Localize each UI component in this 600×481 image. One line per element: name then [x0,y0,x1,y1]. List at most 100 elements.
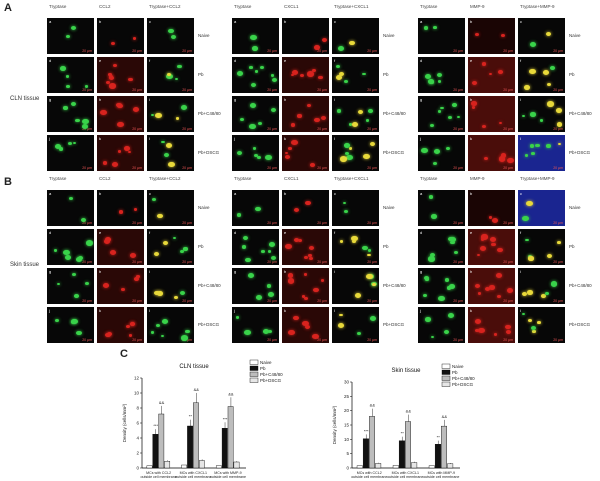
cell-marker [365,118,370,122]
cell-marker [293,208,299,212]
cell-marker [522,114,526,118]
cell-marker [367,109,373,114]
cell-marker [446,286,452,290]
cell-marker [287,278,295,284]
significance-mark: *** [364,428,369,433]
micrograph-tile: l 20 µm [518,307,565,343]
scale-bar: 20 µm [267,127,277,131]
scale-bar: 20 µm [82,338,92,342]
cell-marker [108,72,112,76]
cell-marker [351,239,357,244]
cell-marker [68,141,73,145]
cell-marker [308,256,313,260]
cell-marker [118,210,124,214]
bar [434,444,441,469]
bar [152,434,159,469]
cell-marker [86,240,94,246]
cell-marker [474,32,480,37]
cell-marker [337,323,345,329]
cell-marker [256,295,263,301]
micrograph-tile: f 20 µm [147,229,194,265]
group-label: Pb+C48/80 [569,283,592,288]
significance-mark: *** [223,416,228,421]
cell-marker [250,103,257,109]
legend-label: Naive [260,360,272,365]
cell-marker [162,241,169,246]
micrograph-tile: k 20 µm [97,135,144,171]
scale-bar: 20 µm [453,221,463,225]
subpanel-letter: e [470,58,473,63]
micrograph-tile: f 20 µm [518,57,565,93]
cell-marker [81,118,89,125]
group-label: Naive [198,33,210,38]
cell-marker [506,287,513,293]
category-label: outside cell membrane [351,475,387,479]
scale-bar: 20 µm [82,221,92,225]
cell-marker [117,104,123,109]
panel-letter-c: C [120,348,128,360]
micrograph-tile: g 20 µm [232,96,279,132]
cell-marker [501,153,507,158]
micrograph-tile: k 20 µm [468,135,515,171]
scale-bar: 20 µm [317,49,327,53]
bar [187,425,193,469]
cell-marker [493,332,497,336]
subpanel-letter: g [420,97,423,102]
cell-marker [104,236,112,242]
cell-marker [157,213,163,219]
cell-marker [73,142,77,145]
micrograph-tile: l 20 µm [332,307,379,343]
scale-bar: 20 µm [453,127,463,131]
cell-marker [524,154,528,157]
scale-bar: 20 µm [82,260,92,264]
cell-marker [449,237,456,243]
scale-bar: 20 µm [132,221,142,225]
bar [398,440,405,469]
subpanel-letter: l [149,308,150,313]
cell-marker [342,201,347,205]
cell-marker [524,85,530,90]
micrograph-tile: h 20 µm [468,96,515,132]
legend-swatch [441,381,451,387]
cell-marker [336,109,341,113]
cell-marker [161,318,168,324]
cell-marker [436,73,443,78]
cell-marker [313,288,319,293]
scale-bar: 20 µm [503,260,513,264]
cell-marker [369,315,377,321]
cell-marker [163,152,170,158]
significance-mark: ** [189,414,193,419]
cell-marker [267,292,275,298]
cell-marker [75,118,80,123]
column-header: Tryptase+MMP-9 [520,176,555,181]
micrograph-tile: c 20 µm [332,18,379,54]
cell-marker [321,38,327,43]
cell-marker [112,63,118,68]
cell-marker [433,25,437,29]
scale-bar: 20 µm [132,88,142,92]
cell-marker [425,277,429,281]
scale-bar: 20 µm [182,260,192,264]
group-label: Pb+DSCG [198,150,220,155]
micrograph-tile: b 20 µm [282,190,329,226]
cell-marker [362,153,370,160]
cell-marker [55,319,59,323]
subpanel-letter: d [234,58,237,63]
category-label: MCs with CXCL1 [392,471,419,475]
cell-marker [288,329,296,336]
cell-marker [422,294,427,298]
scale-bar: 20 µm [367,127,377,131]
micrograph-tile: a 20 µm [232,18,279,54]
legend-swatch [441,375,451,381]
cell-marker [180,105,188,111]
cell-marker [475,328,480,332]
micrograph-tile: g 20 µm [47,96,94,132]
cell-marker [261,250,265,253]
cell-marker [302,295,306,298]
cell-marker [180,250,184,253]
cell-marker [478,327,485,334]
bar [441,425,447,469]
scale-bar: 20 µm [267,49,277,53]
cell-marker [449,284,456,290]
cell-marker [156,291,163,296]
